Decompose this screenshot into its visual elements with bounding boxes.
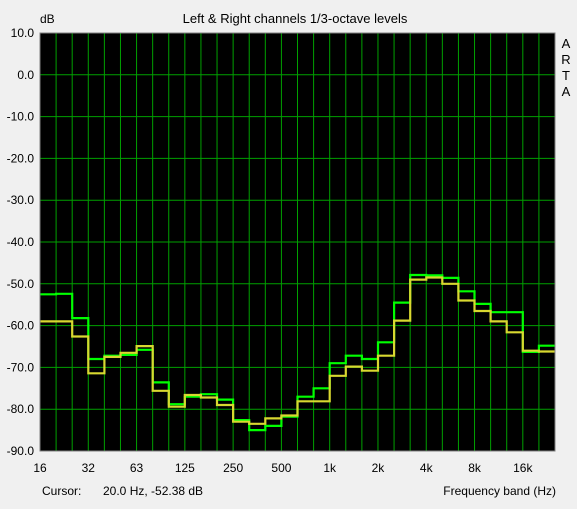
brand-letter: R xyxy=(561,52,570,67)
cursor-label: Cursor: xyxy=(42,484,82,498)
series-line-2 xyxy=(40,276,555,425)
x-tick-label: 16k xyxy=(513,461,533,475)
y-axis-label: dB xyxy=(40,12,55,26)
y-tick-label: -80.0 xyxy=(7,402,35,416)
x-tick-label: 500 xyxy=(271,461,291,475)
brand-letter: A xyxy=(562,36,571,51)
x-tick-label: 1k xyxy=(323,461,337,475)
plot-border xyxy=(39,32,556,452)
x-tick-label: 16 xyxy=(33,461,47,475)
x-tick-label: 8k xyxy=(468,461,482,475)
x-tick-label: 4k xyxy=(420,461,434,475)
y-tick-label: -10.0 xyxy=(7,110,35,124)
x-tick-labels: 16 32 63 125 250 500 1k 2k 4k 8k 16k xyxy=(33,461,533,475)
y-tick-label: 0.0 xyxy=(17,68,34,82)
chart-title: Left & Right channels 1/3-octave levels xyxy=(183,11,408,26)
x-tick-label: 32 xyxy=(82,461,96,475)
x-tick-label: 2k xyxy=(372,461,386,475)
y-tick-label: 10.0 xyxy=(11,26,35,40)
y-tick-label: -90.0 xyxy=(7,444,35,458)
series-lines xyxy=(40,273,555,432)
y-tick-label: -40.0 xyxy=(7,235,35,249)
cursor-readout: 20.0 Hz, -52.38 dB xyxy=(103,484,204,498)
y-tick-label: -70.0 xyxy=(7,360,35,374)
x-tick-label: 250 xyxy=(223,461,243,475)
y-tick-label: -20.0 xyxy=(7,151,35,165)
x-tick-label: 63 xyxy=(130,461,144,475)
y-tick-label: -60.0 xyxy=(7,319,35,333)
x-tick-label: 125 xyxy=(175,461,195,475)
y-tick-label: -30.0 xyxy=(7,193,35,207)
grid xyxy=(40,33,555,451)
x-axis-label: Frequency band (Hz) xyxy=(443,484,556,498)
brand-letter: T xyxy=(562,68,570,83)
brand-letter: A xyxy=(562,84,571,99)
y-tick-labels: 10.0 0.0 -10.0 -20.0 -30.0 -40.0 -50.0 -60.0 -70… xyxy=(7,26,35,458)
y-tick-label: -50.0 xyxy=(7,277,35,291)
